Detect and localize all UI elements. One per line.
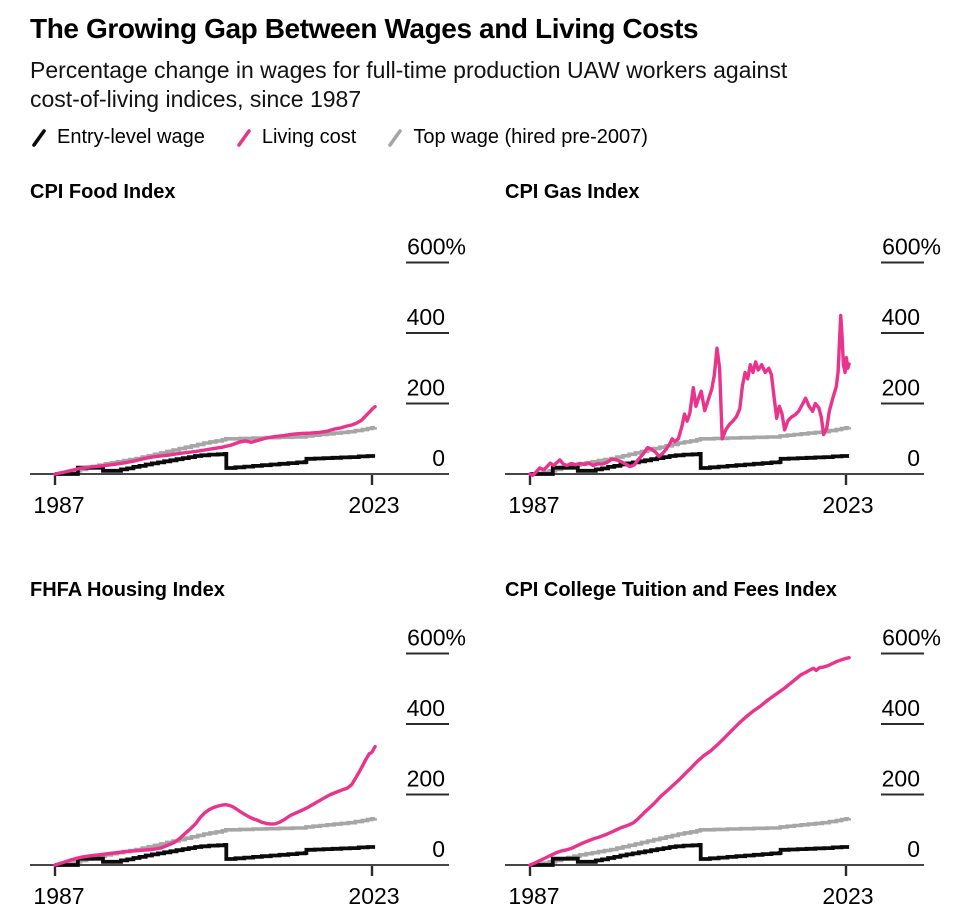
- legend-label-top-wage: Top wage (hired pre-2007): [413, 126, 648, 148]
- entry-level-wage-line: [55, 843, 376, 867]
- entry-level-wage-slash-icon: [32, 128, 46, 147]
- y-axis-tick-label: 0: [432, 836, 445, 862]
- y-axis-tick-label: 600%: [407, 234, 466, 260]
- chart-panel-3: 1987 2023 600% 400 200 0: [505, 625, 941, 905]
- x-axis-tick-label: 2023: [348, 492, 399, 518]
- legend-item-living-cost: Living cost: [235, 126, 357, 149]
- y-axis-tick-label: 0: [907, 445, 920, 471]
- y-axis-tick-label: 200: [882, 766, 920, 792]
- y-axis-tick-label: 0: [432, 445, 445, 471]
- living-cost-line: [53, 405, 377, 476]
- entry-level-wage-line: [55, 452, 376, 476]
- page-title: The Growing Gap Between Wages and Living…: [30, 13, 699, 44]
- legend-item-top-wage: Top wage (hired pre-2007): [386, 126, 648, 149]
- top-wage-slash-icon: [388, 128, 403, 147]
- y-axis-tick-label: 400: [882, 695, 920, 721]
- x-axis-tick-label: 2023: [822, 492, 873, 518]
- y-axis-tick-label: 200: [407, 375, 445, 401]
- page-subtitle-line-1: Percentage change in wages for full-time…: [30, 57, 788, 83]
- legend-label-living-cost: Living cost: [261, 126, 357, 148]
- x-axis-tick-label: 2023: [822, 883, 873, 905]
- x-axis-tick-label: 1987: [33, 492, 84, 518]
- page-subtitle: Percentage change in wages for full-time…: [30, 56, 930, 114]
- legend: Entry-level wage Living cost Top wage (h…: [30, 126, 678, 149]
- top-wage-line: [530, 426, 851, 476]
- y-axis-tick-label: 0: [907, 836, 920, 862]
- y-axis-tick-label: 600%: [882, 234, 941, 260]
- y-axis-tick-label: 400: [407, 304, 445, 330]
- top-wage-line: [55, 817, 377, 867]
- chart-panel-1: 1987 2023 600% 400 200 0: [505, 234, 941, 518]
- y-axis-tick-label: 400: [882, 304, 920, 330]
- y-axis-tick-label: 200: [407, 766, 445, 792]
- y-axis-tick-label: 200: [882, 375, 920, 401]
- top-wage-line: [530, 817, 851, 867]
- x-axis-tick-label: 1987: [508, 492, 559, 518]
- panel-title-cpi-gas-index: CPI Gas Index: [505, 181, 640, 203]
- legend-item-entry-level-wage: Entry-level wage: [30, 126, 205, 149]
- living-cost-slash-icon: [237, 128, 251, 147]
- living-cost-line: [53, 744, 377, 867]
- chart-panel-2: 1987 2023 600% 400 200 0: [30, 625, 466, 905]
- x-axis-tick-label: 1987: [33, 883, 84, 905]
- y-axis-tick-label: 600%: [407, 625, 466, 651]
- panel-title-cpi-food-index: CPI Food Index: [30, 181, 176, 203]
- y-axis-tick-label: 400: [407, 695, 445, 721]
- page-subtitle-line-2: cost-of-living indices, since 1987: [30, 86, 362, 112]
- y-axis-tick-label: 600%: [882, 625, 941, 651]
- entry-level-wage-line: [530, 452, 850, 476]
- panel-title-cpi-college-tuition-index: CPI College Tuition and Fees Index: [505, 579, 837, 601]
- x-axis-tick-label: 1987: [508, 883, 559, 905]
- panel-title-fhfa-housing-index: FHFA Housing Index: [30, 579, 225, 601]
- chart-panel-0: 1987 2023 600% 400 200 0: [30, 234, 466, 518]
- legend-label-entry-level-wage: Entry-level wage: [57, 126, 205, 148]
- living-cost-line: [528, 656, 851, 867]
- living-cost-line: [528, 313, 851, 478]
- entry-level-wage-line: [530, 843, 850, 867]
- x-axis-tick-label: 2023: [348, 883, 399, 905]
